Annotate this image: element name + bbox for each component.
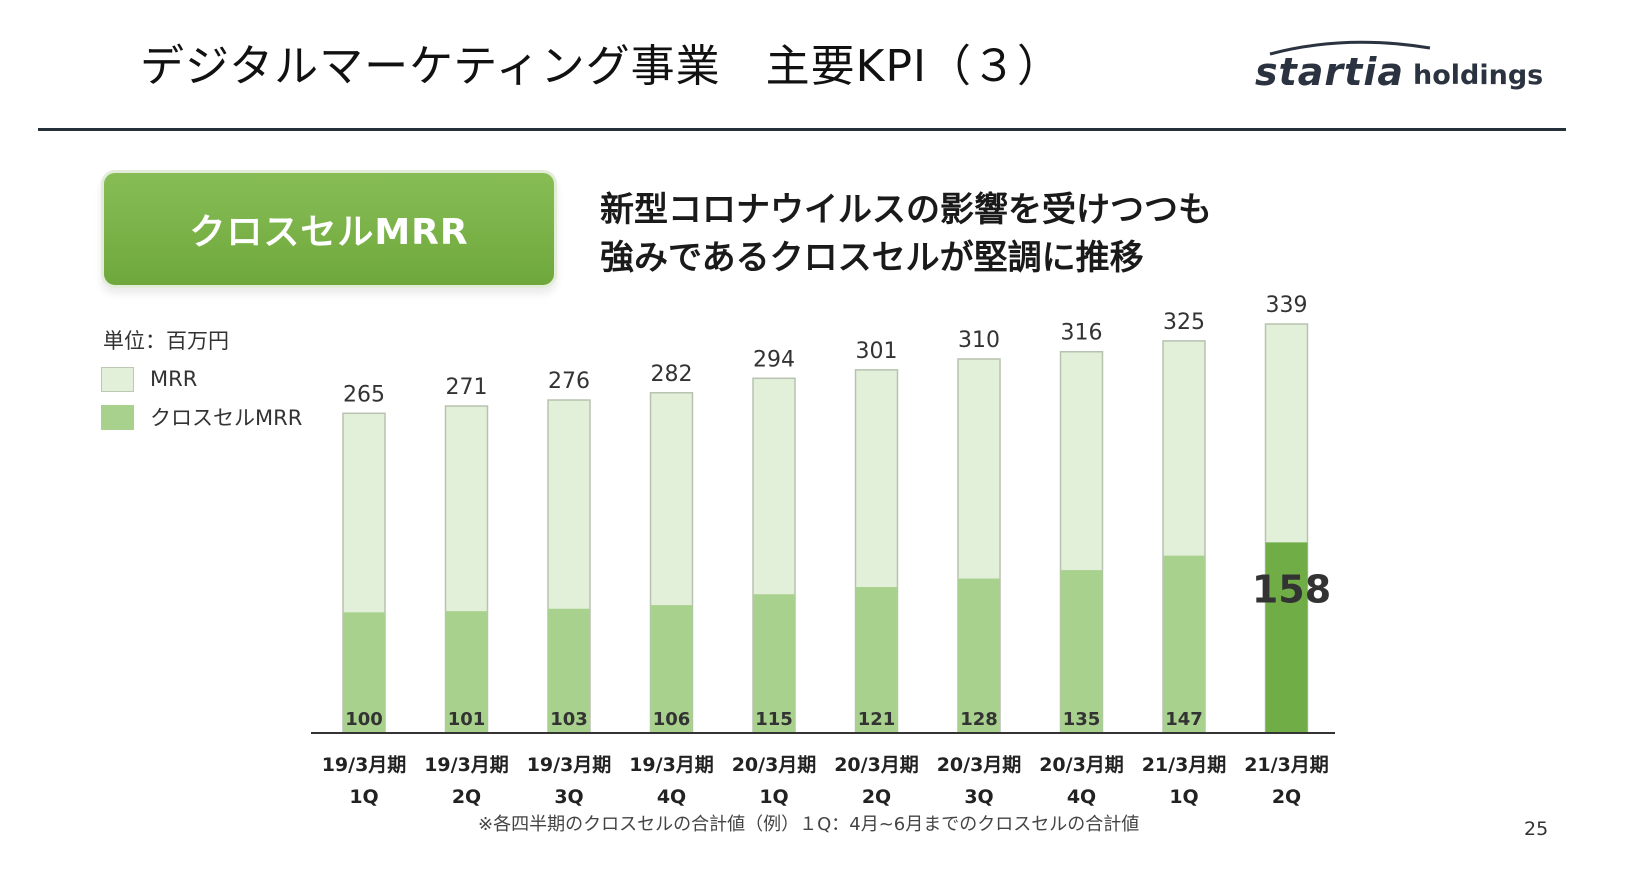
footnote: ※各四半期のクロスセルの合計値（例）１Q：4月~6月までのクロスセルの合計値	[478, 814, 1140, 835]
cross-sell-bar	[753, 594, 795, 733]
cross-sell-value-label: 121	[858, 709, 896, 730]
x-tick-label-period: 20/3月期	[1039, 754, 1124, 776]
x-tick-label-period: 19/3月期	[629, 754, 714, 776]
x-tick-label-period: 19/3月期	[322, 754, 407, 776]
x-tick-label-period: 19/3月期	[527, 754, 612, 776]
company-logo: startia holdings	[1255, 38, 1555, 98]
mrr-value-label: 310	[958, 328, 1000, 353]
mrr-value-label: 301	[856, 339, 898, 364]
mrr-value-label: 276	[548, 369, 590, 394]
cross-sell-bar	[1265, 542, 1308, 733]
x-tick-label-quarter: 2Q	[452, 786, 481, 808]
mrr-value-label: 316	[1061, 321, 1103, 346]
unit-label: 単位：百万円	[103, 329, 229, 353]
cross-sell-value-label-highlight: 158	[1252, 567, 1331, 611]
mrr-value-label: 339	[1266, 293, 1308, 318]
logo-swoosh-icon	[1269, 40, 1431, 56]
legend-item-mrr: MRR	[101, 360, 302, 398]
x-tick-label-period: 20/3月期	[937, 754, 1022, 776]
cross-sell-bar	[650, 605, 693, 733]
legend-label-cross-sell: クロスセルMRR	[150, 406, 303, 430]
x-tick-label-quarter: 1Q	[349, 786, 378, 808]
mrr-value-label: 282	[651, 362, 693, 387]
x-tick-label-quarter: 3Q	[964, 786, 993, 808]
x-tick-label-period: 20/3月期	[732, 754, 817, 776]
x-tick-label-quarter: 2Q	[862, 786, 891, 808]
cross-sell-bar	[958, 578, 1000, 733]
cross-sell-value-label: 101	[448, 709, 486, 730]
cross-sell-bar	[855, 587, 898, 733]
cross-sell-bar	[1163, 555, 1205, 733]
cross-sell-bar	[343, 612, 385, 733]
cross-sell-value-label: 115	[755, 709, 793, 730]
mrr-value-label: 265	[343, 382, 385, 407]
cross-sell-bar	[1060, 570, 1103, 733]
x-tick-label-period: 19/3月期	[424, 754, 509, 776]
headline-line-2: 強みであるクロスセルが堅調に推移	[600, 238, 1144, 278]
chart-legend: MRR クロスセルMRR	[101, 360, 302, 436]
cross-sell-value-label: 106	[653, 709, 691, 730]
headline-line-1: 新型コロナウイルスの影響を受けつつも	[600, 190, 1212, 230]
cross-sell-value-label: 103	[550, 709, 588, 730]
logo-subtitle: holdings	[1413, 60, 1544, 91]
page-number: 25	[1524, 818, 1549, 840]
cross-sell-bar	[548, 608, 590, 733]
x-tick-label-quarter: 4Q	[657, 786, 686, 808]
legend-label-mrr: MRR	[150, 367, 198, 391]
x-tick-label-quarter: 4Q	[1067, 786, 1096, 808]
cross-sell-bar	[445, 611, 488, 733]
logo-wordmark: startia	[1255, 50, 1404, 94]
mrr-value-label: 271	[446, 375, 488, 400]
cross-sell-value-label: 147	[1165, 709, 1203, 730]
title-divider	[38, 128, 1566, 131]
page-title: デジタルマーケティング事業 主要KPI（３）	[140, 41, 1062, 92]
x-tick-label-period: 21/3月期	[1142, 754, 1227, 776]
x-tick-label-quarter: 2Q	[1272, 786, 1301, 808]
cross-sell-value-label: 100	[345, 709, 383, 730]
mrr-value-label: 294	[753, 347, 795, 372]
x-tick-label-quarter: 1Q	[1169, 786, 1198, 808]
legend-swatch-cross-sell	[101, 404, 134, 430]
x-tick-label-quarter: 1Q	[759, 786, 788, 808]
legend-swatch-mrr	[101, 366, 134, 392]
mrr-value-label: 325	[1163, 310, 1205, 335]
headline: 新型コロナウイルスの影響を受けつつも 強みであるクロスセルが堅調に推移	[600, 186, 1212, 282]
x-tick-label-period: 20/3月期	[834, 754, 919, 776]
cross-sell-value-label: 135	[1063, 709, 1101, 730]
legend-item-cross-sell: クロスセルMRR	[101, 398, 302, 436]
x-tick-label-quarter: 3Q	[554, 786, 583, 808]
section-badge-label: クロスセルMRR	[189, 212, 469, 253]
x-tick-label-period: 21/3月期	[1244, 754, 1329, 776]
section-badge: クロスセルMRR	[101, 170, 557, 288]
cross-sell-value-label: 128	[960, 709, 998, 730]
